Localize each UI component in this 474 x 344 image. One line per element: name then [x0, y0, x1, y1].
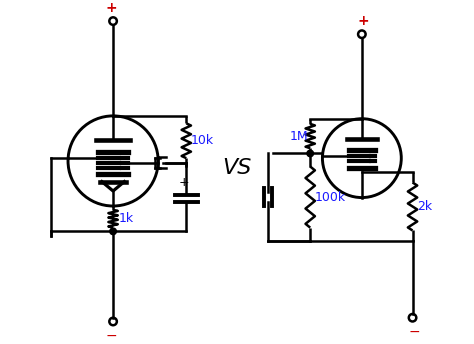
- Text: VS: VS: [222, 158, 252, 178]
- Text: +: +: [178, 176, 189, 189]
- Circle shape: [110, 228, 117, 235]
- Circle shape: [307, 150, 313, 157]
- Text: 2k: 2k: [417, 200, 432, 213]
- Text: +: +: [105, 0, 117, 14]
- Text: 10k: 10k: [191, 134, 214, 147]
- Text: 1M: 1M: [290, 130, 308, 142]
- Text: 100k: 100k: [315, 191, 346, 204]
- Text: −: −: [105, 329, 117, 343]
- Text: 1k: 1k: [118, 212, 134, 225]
- Text: +: +: [358, 14, 370, 28]
- Text: −: −: [409, 325, 420, 339]
